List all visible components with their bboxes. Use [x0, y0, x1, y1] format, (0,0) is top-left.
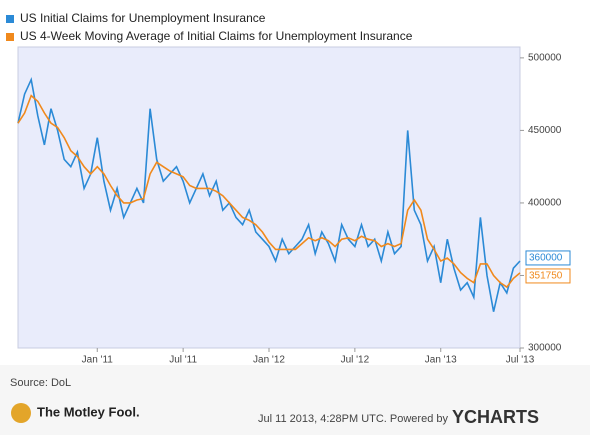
x-tick-label: Jan '12 [253, 355, 285, 366]
series-line [17, 94, 521, 289]
x-tick-label: Jan '13 [425, 355, 457, 366]
legend-swatch [6, 15, 14, 23]
plot-area [17, 46, 521, 349]
x-tick-label: Jan '11 [82, 355, 114, 366]
x-tick-label: Jul '11 [169, 355, 197, 366]
y-tick-label: 300000 [528, 343, 562, 354]
y-tick-label: 500000 [528, 53, 562, 64]
legend-swatch [6, 33, 14, 41]
series-line [17, 76, 521, 312]
end-label: 351750 [529, 271, 563, 282]
footer-bg [0, 365, 590, 435]
y-tick-label: 400000 [528, 198, 562, 209]
logo-icon [11, 403, 31, 423]
x-tick-label: Jul '12 [341, 355, 370, 366]
end-label-box [525, 268, 571, 284]
brand: The Motley Fool. [37, 404, 140, 419]
end-label-box [525, 250, 571, 266]
x-tick-label: Jul '13 [506, 355, 535, 366]
y-tick-label: 450000 [528, 125, 562, 136]
legend-label: US 4-Week Moving Average of Initial Clai… [20, 29, 413, 43]
powered-by: YCHARTS [452, 407, 539, 427]
source: Source: DoL [10, 377, 71, 389]
timestamp: Jul 11 2013, 4:28PM UTC. Powered by [258, 413, 448, 425]
legend-label: US Initial Claims for Unemployment Insur… [20, 11, 266, 25]
end-label: 360000 [529, 253, 563, 264]
